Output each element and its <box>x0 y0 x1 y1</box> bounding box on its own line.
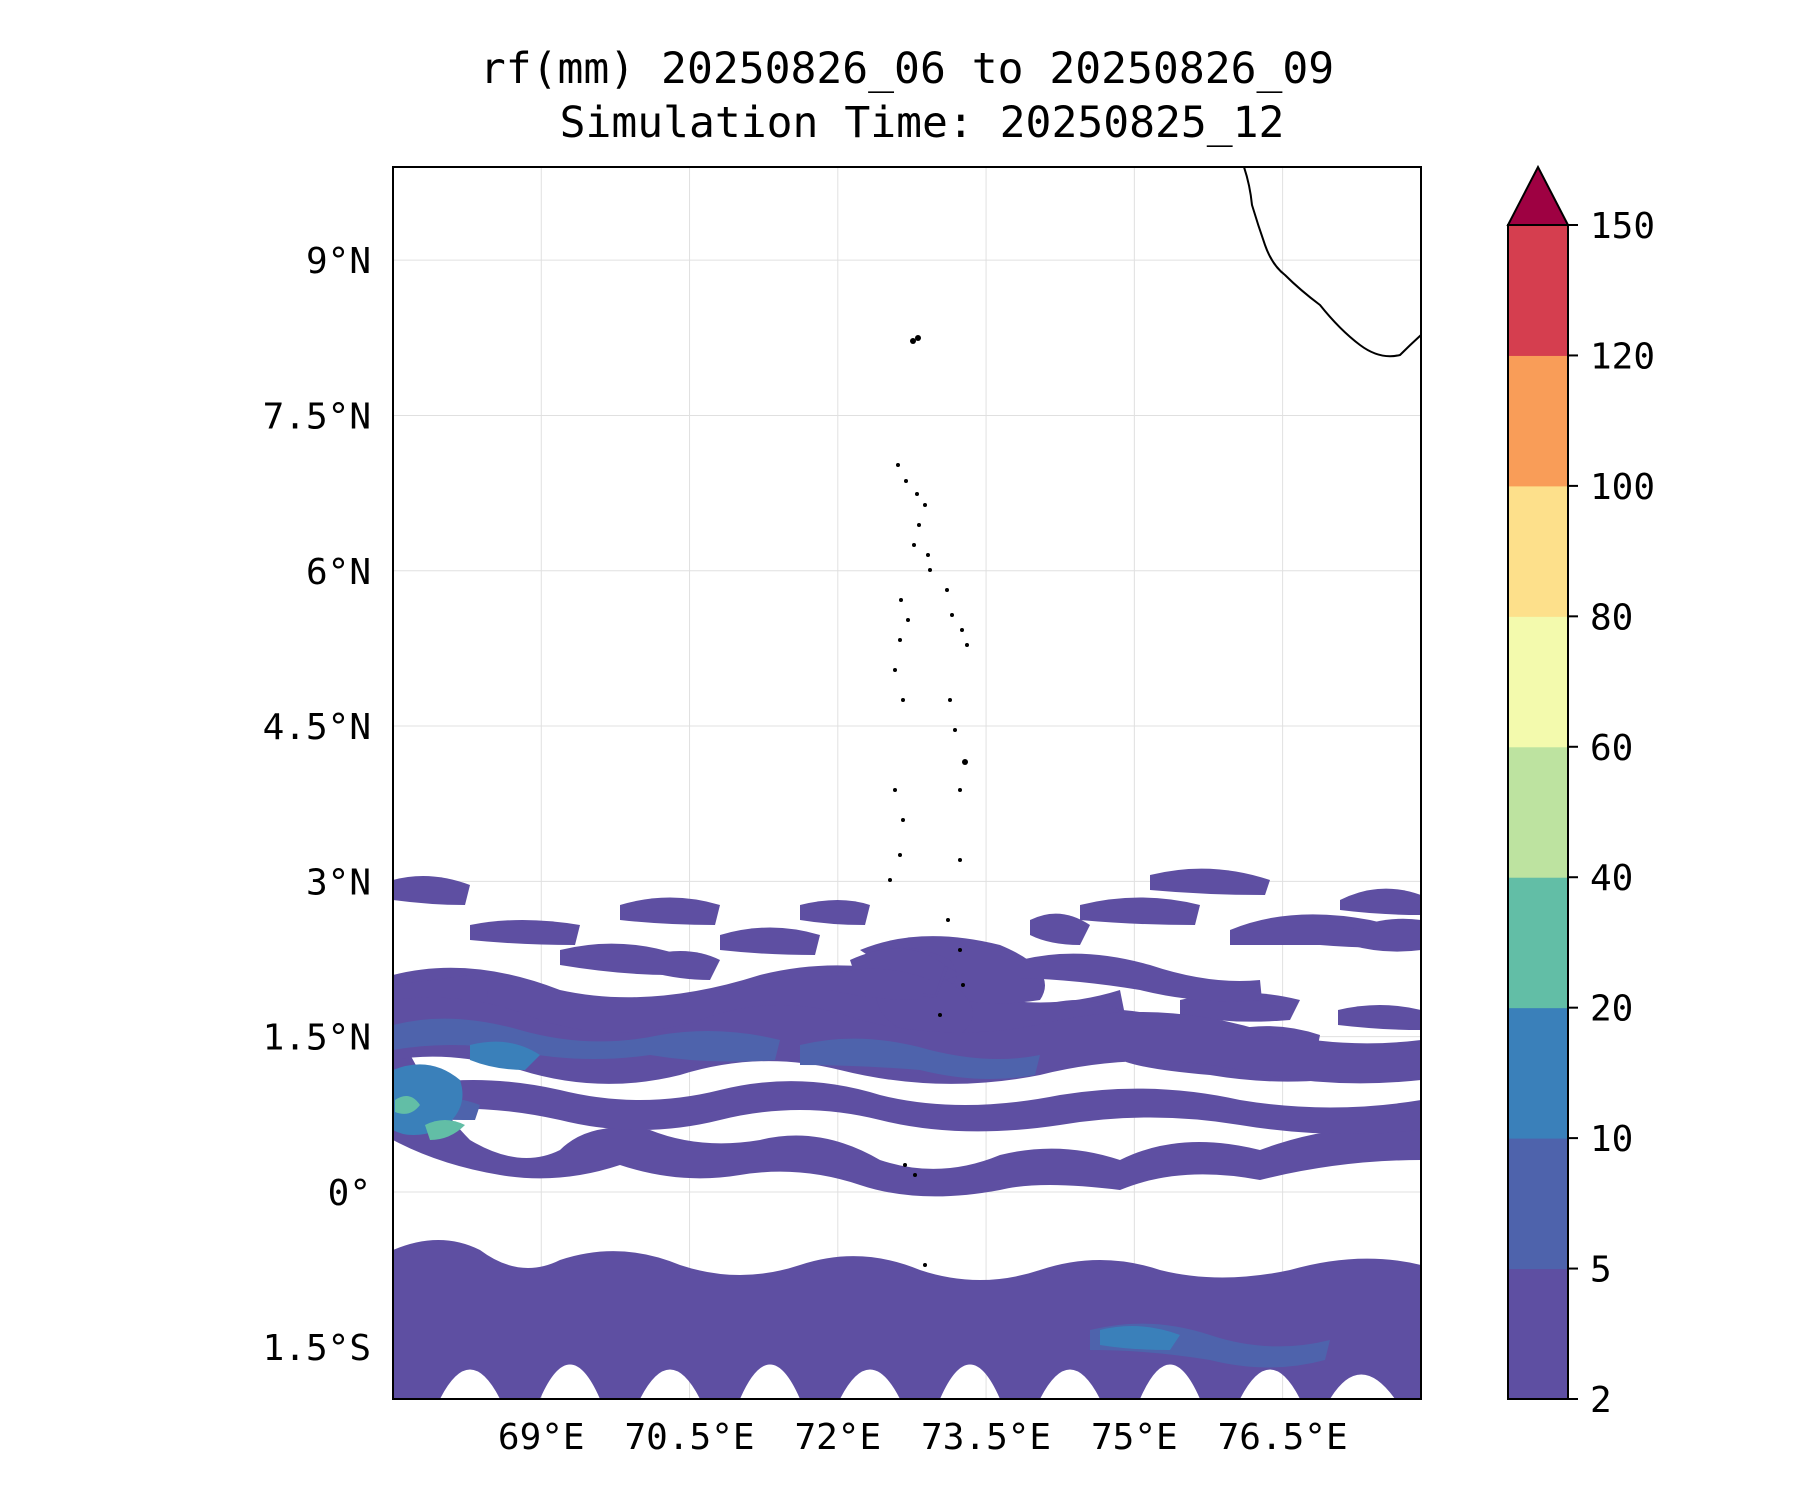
lat-tick-label: 3°N <box>306 862 371 903</box>
colorbar-tick-label: 20 <box>1590 989 1633 1030</box>
map-panel <box>392 166 1422 1400</box>
colorbar-tick-label: 120 <box>1590 336 1655 377</box>
rainfall-band-2-5-north <box>393 997 1421 1399</box>
colorbar: 2 5 10 20 40 60 80 100 120 150 <box>1506 164 1655 1421</box>
colorbar-band <box>1508 1268 1568 1400</box>
lat-tick-label: 1.5°S <box>263 1328 371 1369</box>
colorbar-band <box>1508 225 1568 356</box>
colorbar-tick-label: 40 <box>1590 858 1633 899</box>
lon-tick-label: 69°E <box>498 1417 585 1458</box>
maldives-islands <box>888 335 969 1267</box>
latitude-axis: 9°N 7.5°N 6°N 4.5°N 3°N 1.5°N 0° 1.5°S <box>263 241 371 1369</box>
rainfall-band-10-20 <box>393 1041 1180 1350</box>
lon-tick-label: 76.5°E <box>1218 1417 1348 1458</box>
map-frame <box>392 166 1422 1400</box>
colorbar-frame <box>1507 224 1569 1400</box>
colorbar-band <box>1508 485 1568 617</box>
colorbar-tick-label: 80 <box>1590 597 1633 638</box>
lat-tick-label: 6°N <box>306 552 371 593</box>
colorbar-tick-label: 2 <box>1590 1380 1612 1421</box>
lat-tick-label: 1.5°N <box>263 1018 371 1059</box>
colorbar-ticks: 2 5 10 20 40 60 80 100 120 150 <box>1568 206 1655 1421</box>
colorbar-band <box>1508 746 1568 878</box>
colorbar-tick-label: 10 <box>1590 1119 1633 1160</box>
colorbar-tick-label: 60 <box>1590 728 1633 769</box>
lat-tick-label: 9°N <box>306 241 371 282</box>
colorbar-tick-label: 5 <box>1590 1250 1612 1291</box>
lon-tick-label: 72°E <box>794 1417 881 1458</box>
colorbar-tick-label: 150 <box>1590 206 1655 247</box>
colorbar-band <box>1508 877 1568 1009</box>
colorbar-band <box>1508 1138 1568 1270</box>
rainfall-contours <box>393 868 1421 1399</box>
lon-tick-label: 73.5°E <box>921 1417 1051 1458</box>
colorbar-band <box>1508 616 1568 748</box>
lat-tick-label: 0° <box>328 1173 371 1214</box>
colorbar-tick-label: 100 <box>1590 467 1655 508</box>
colorbar-band <box>1508 1007 1568 1139</box>
figure-title-line2: Simulation Time: 20250825_12 <box>560 98 1285 148</box>
coastline <box>1243 167 1421 358</box>
figure-title-line1: rf(mm) 20250826_06 to 20250826_09 <box>480 44 1334 94</box>
india-coastline <box>1243 167 1421 358</box>
lon-tick-label: 70.5°E <box>625 1417 755 1458</box>
lat-tick-label: 4.5°N <box>263 707 371 748</box>
lon-tick-label: 75°E <box>1091 1417 1178 1458</box>
colorbar-extend-arrow <box>1506 164 1570 226</box>
colorbar-band <box>1508 355 1568 487</box>
longitude-axis: 69°E 70.5°E 72°E 73.5°E 75°E 76.5°E <box>498 1417 1348 1458</box>
rainfall-band-20-40 <box>395 1096 465 1140</box>
lat-tick-label: 7.5°N <box>263 396 371 437</box>
colorbar-bands <box>1508 225 1568 1400</box>
map-background <box>393 167 1421 1399</box>
